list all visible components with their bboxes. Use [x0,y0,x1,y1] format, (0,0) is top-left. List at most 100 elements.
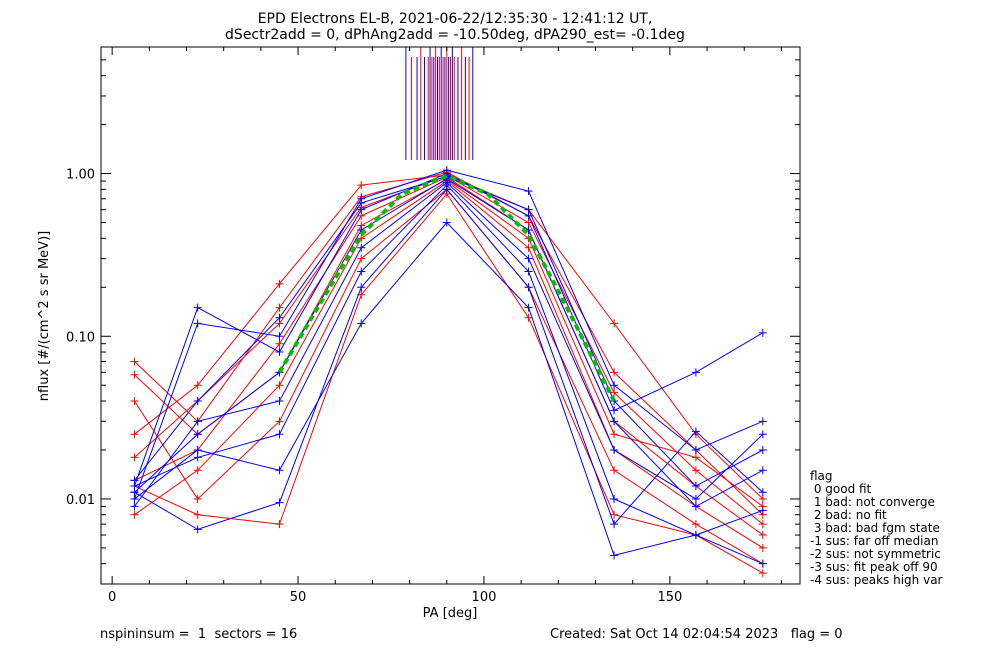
data-point [130,430,139,439]
data-point [610,466,619,475]
data-point [275,339,284,348]
data-point [691,482,700,491]
series-line [134,176,764,536]
data-point [524,187,533,196]
data-point [610,388,619,397]
data-point [691,520,700,529]
data-point [357,267,366,276]
data-point [691,453,700,462]
data-point [691,531,700,540]
legend-item: -4 sus: peaks high var [810,573,943,587]
data-point [275,332,284,341]
series-line [133,173,764,487]
data-point [130,510,139,519]
plot-frame [100,46,801,585]
legend-item: 2 bad: no fit [810,508,887,522]
x-tick-label: 0 [108,590,116,605]
data-point [275,313,284,322]
data-point [758,488,767,497]
footer-right: Created: Sat Oct 14 02:04:54 2023 flag =… [550,627,843,642]
flag-legend: flag 0 good fit 1 bad: not converge 2 ba… [810,470,942,587]
y-tick-label: 1.00 [66,168,95,183]
chart-title-line1: EPD Electrons EL-B, 2021-06-22/12:35:30 … [258,11,653,27]
series-line [134,171,764,516]
series-layer [130,47,767,578]
series-line [134,174,764,500]
data-point [275,498,284,507]
data-point [610,319,619,328]
data-point [691,427,700,436]
pa-series [130,218,767,568]
series-line [134,188,764,565]
data-point [524,283,533,292]
data-point [758,466,767,475]
data-point [357,319,366,328]
data-point [193,303,202,312]
data-point [758,569,767,578]
data-point [130,502,139,511]
data-point [193,319,202,328]
data-point [357,181,366,190]
data-point [193,417,202,426]
data-point [193,381,202,390]
y-tick-label: 0.01 [66,493,95,508]
data-point [357,254,366,263]
legend-item: -3 sus: fit peak off 90 [810,560,938,574]
pa-series [130,169,767,491]
data-point [130,357,139,366]
data-point [275,417,284,426]
data-point [524,205,533,214]
x-tick-label: 150 [657,590,682,605]
data-point [610,368,619,377]
legend-item: -2 sus: not symmetric [810,547,941,561]
pa-series [130,185,767,568]
data-point [610,494,619,503]
data-point [524,267,533,276]
y-axis-label: nflux [#/(cm^2 s sr MeV)] [37,231,52,401]
x-tick-label: 100 [472,590,497,605]
axis-layer: 0 50 100 150 0.01 0.10 1.00 [66,47,800,605]
data-point [610,520,619,529]
legend-item: 3 bad: bad fgm state [810,521,940,535]
data-point [758,494,767,503]
data-point [442,185,451,194]
data-point [130,453,139,462]
data-point [758,520,767,529]
pa-series [130,166,767,503]
data-point [610,430,619,439]
pa-series [130,171,767,503]
footer-left: nspininsum = 1 sectors = 16 [100,627,298,642]
data-point [275,348,284,357]
series-line [134,175,764,525]
data-point [130,396,139,405]
data-point [442,218,451,227]
data-point [193,525,202,534]
pa-series [130,172,767,491]
data-point [758,559,767,568]
data-point [691,502,700,511]
data-point [193,396,202,405]
pa-series [130,185,767,534]
data-point [758,543,767,552]
data-point [275,466,284,475]
legend-item: 0 good fit [810,482,872,496]
data-point [610,510,619,519]
data-point [524,303,533,312]
data-point [691,466,700,475]
series-line [134,180,764,549]
data-point [524,243,533,252]
pa-series [130,181,767,540]
data-point [357,243,366,252]
data-point [130,370,139,379]
data-point [758,328,767,337]
data-point [524,254,533,263]
data-point [193,466,202,475]
data-point [193,494,202,503]
data-point [758,445,767,454]
data-point [193,510,202,519]
series-line [134,193,764,574]
data-point [524,313,533,322]
x-axis-label: PA [deg] [423,606,478,621]
data-point [610,551,619,560]
